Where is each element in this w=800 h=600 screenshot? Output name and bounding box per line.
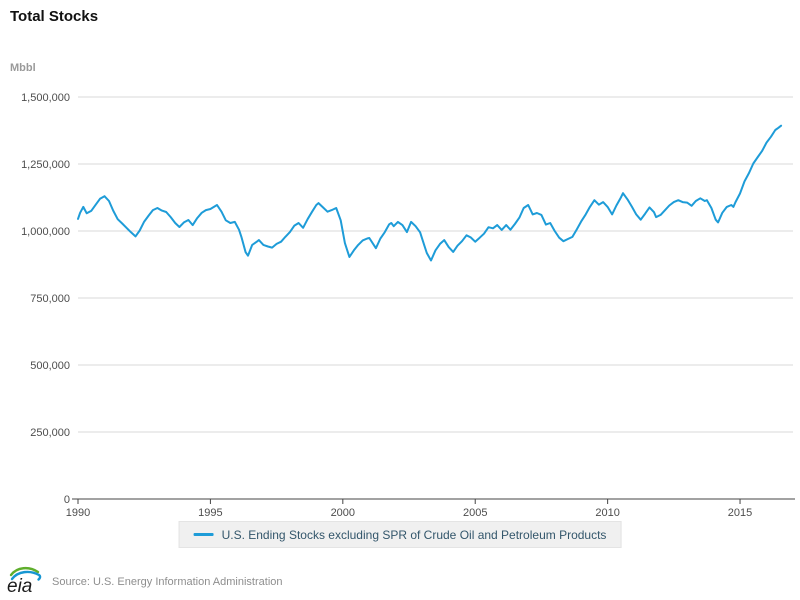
data-line	[77, 124, 783, 262]
legend-label: U.S. Ending Stocks excluding SPR of Crud…	[221, 527, 607, 542]
x-tick-label: 2000	[331, 507, 355, 519]
y-tick-label: 1,500,000	[21, 92, 70, 104]
footer: eia Source: U.S. Energy Information Admi…	[4, 564, 283, 596]
y-tick-label: 750,000	[30, 293, 70, 305]
legend-line-swatch	[193, 533, 214, 536]
y-axis-unit-label: Mbbl	[10, 62, 36, 74]
y-tick-label: 500,000	[30, 360, 70, 372]
legend[interactable]: U.S. Ending Stocks excluding SPR of Crud…	[178, 521, 622, 548]
source-text: Source: U.S. Energy Information Administ…	[52, 576, 283, 588]
x-tick-label: 1995	[198, 507, 222, 519]
x-tick-label: 2015	[728, 507, 752, 519]
y-tick-label: 0	[64, 494, 70, 506]
y-tick-label: 250,000	[30, 427, 70, 439]
x-tick-label: 2010	[595, 507, 619, 519]
y-tick-label: 1,000,000	[21, 226, 70, 238]
eia-logo-text: eia	[7, 576, 32, 596]
x-tick-label: 2005	[463, 507, 487, 519]
x-tick-label: 1990	[66, 507, 90, 519]
y-tick-label: 1,250,000	[21, 159, 70, 171]
page-title: Total Stocks	[10, 8, 99, 25]
eia-logo[interactable]: eia	[4, 564, 44, 596]
